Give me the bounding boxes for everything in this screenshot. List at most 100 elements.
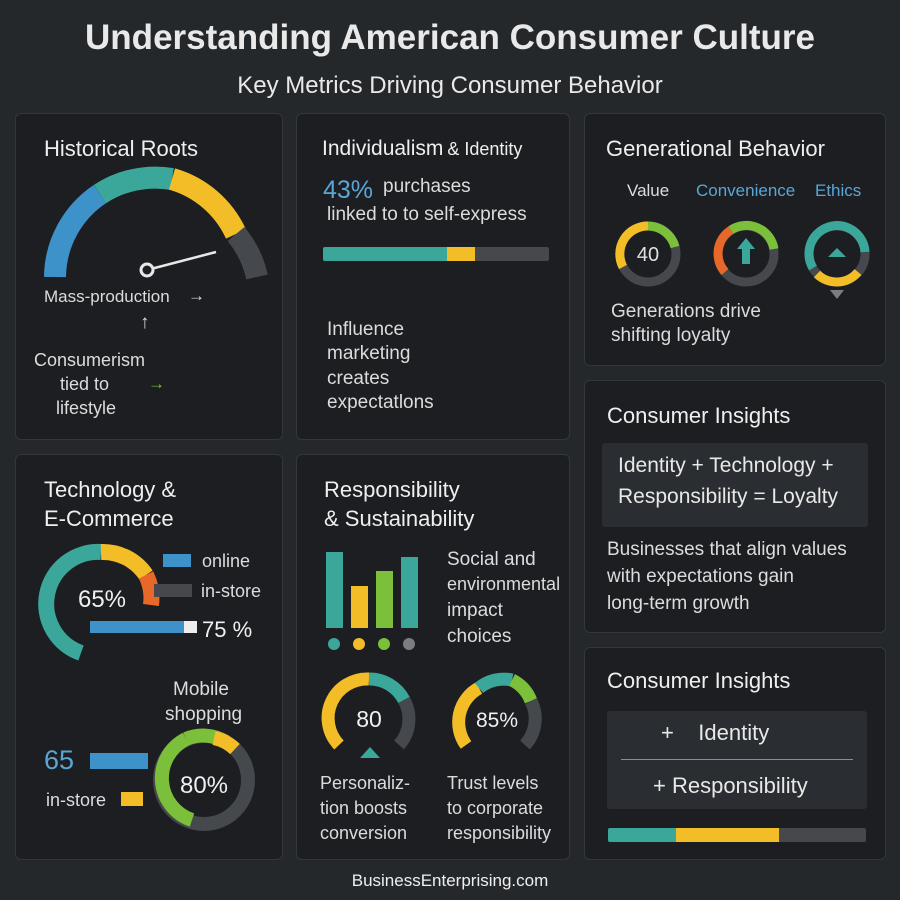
legend-instore-label: in-store	[201, 581, 262, 601]
historical-gauge	[44, 166, 268, 280]
generational-caption-1: Generations drive	[611, 301, 761, 322]
individualism-title-amp: & Identity	[447, 139, 523, 159]
legend-online-label: online	[202, 551, 251, 571]
side-value: 65	[44, 745, 75, 775]
triangle-up-icon	[828, 248, 846, 257]
formula-box: Identity + Technology + Responsibility =…	[602, 443, 868, 527]
consumer-insights-title-1: Consumer Insights	[607, 403, 791, 428]
formula-line-1: Identity + Technology +	[618, 454, 834, 477]
resp-caption-1-line-1: Personaliz-	[320, 773, 411, 793]
individualism-stat: 43%	[323, 176, 374, 204]
tech-gauge-80-text: 80%	[180, 772, 228, 799]
dot-3	[378, 638, 390, 650]
generational-gauges: 40	[615, 220, 870, 299]
value-gauge-text: 40	[637, 244, 659, 266]
consumer-insights-card-2: Consumer Insights + Identity + Responsib…	[584, 647, 886, 860]
green-arrow-icon: →	[148, 374, 165, 393]
lifestyle-label: lifestyle	[56, 398, 117, 418]
resp-caption-2-line-2: to corporate	[447, 798, 544, 818]
side-blue-bar	[90, 753, 148, 769]
insights-body-1: Businesses that align values	[607, 539, 847, 560]
individualism-card: Individualism & Identity 43% purchases li…	[296, 113, 570, 440]
insights-item-identity: + Identity	[661, 720, 770, 745]
footer-credit: BusinessEnterprising.com	[351, 871, 549, 890]
impact-line-2: environmental	[447, 574, 561, 594]
side-instore-label: in-store	[46, 790, 107, 810]
page-subtitle: Key Metrics Driving Consumer Behavior	[237, 72, 663, 99]
bar-2	[351, 586, 368, 628]
consumerism-label: Consumerism	[34, 350, 146, 370]
ethics-label: Ethics	[815, 181, 862, 200]
gauge-pivot	[139, 262, 155, 278]
tech-bar-value: 75 %	[202, 617, 253, 642]
individualism-title: Individualism & Identity	[322, 134, 522, 164]
page-title: Understanding American Consumer Culture	[85, 18, 815, 57]
bar-4	[401, 557, 418, 628]
insights-progress-bar	[608, 828, 866, 842]
influence-line-2: marketing	[327, 343, 411, 364]
up-arrow-icon	[737, 238, 755, 264]
mass-production-label: Mass-production	[44, 287, 170, 306]
arrow-up-icon: ↑	[140, 312, 150, 333]
gauge-arc-blue	[44, 184, 107, 278]
insights-body-3: long-term growth	[607, 593, 750, 614]
influence-line-1: Influence	[327, 319, 405, 340]
insights-list-box: + Identity + Responsibility	[607, 711, 867, 809]
responsibility-card: Responsibility & Sustainability 80 85% S…	[296, 454, 570, 860]
tied-to-label: tied to	[60, 374, 110, 394]
resp-caption-2-line-3: responsibility	[447, 823, 552, 843]
technology-title-2: E-Commerce	[44, 506, 174, 531]
gauge-arc-gray	[227, 226, 268, 280]
value-label: Value	[627, 181, 670, 200]
responsibility-title-2: & Sustainability	[324, 506, 475, 531]
insights-divider	[621, 759, 853, 760]
generational-title: Generational Behavior	[606, 136, 825, 161]
responsibility-graphics: 80 85%	[321, 552, 542, 758]
bar-1	[326, 552, 343, 628]
consumer-insights-title-2: Consumer Insights	[607, 668, 791, 693]
convenience-label: Convenience	[696, 181, 796, 200]
mobile-label-1: Mobile	[173, 679, 229, 700]
impact-line-4: choices	[447, 626, 512, 647]
insights-progress-yellow	[676, 828, 779, 842]
tech-gauge-65-text: 65%	[78, 586, 126, 613]
dot-2	[353, 638, 365, 650]
resp-gauge-80-text: 80	[356, 706, 382, 732]
influence-line-3: creates	[327, 368, 390, 389]
formula-line-2: Responsibility = Loyalty	[618, 485, 839, 508]
resp-gauge-85-text: 85%	[476, 709, 518, 732]
insights-body-2: with expectations gain	[607, 566, 794, 587]
tech-bar-75	[90, 621, 197, 633]
arrow-right-icon: →	[188, 286, 205, 305]
individualism-progress-bar	[323, 247, 549, 261]
impact-line-3: impact	[447, 600, 503, 621]
technology-card: Technology & E-Commerce 65% 80% online i…	[15, 454, 283, 860]
legend-instore-swatch	[154, 584, 192, 597]
consumer-insights-card-1: Consumer Insights Identity + Technology …	[584, 380, 886, 633]
impact-line-1: Social and	[447, 549, 536, 570]
gauge-pointer-icon	[360, 747, 380, 758]
gauge-needle	[146, 250, 217, 272]
individualism-title-main: Individualism	[322, 137, 444, 160]
side-yellow-bar	[121, 792, 143, 806]
dot-1	[328, 638, 340, 650]
generational-card: Generational Behavior Value Convenience …	[584, 113, 886, 366]
dot-4	[403, 638, 415, 650]
responsibility-title-1: Responsibility	[324, 477, 460, 502]
gauge-arc-yellow	[168, 168, 246, 239]
individualism-stat-text-1: purchases	[383, 176, 471, 197]
technology-title-1: Technology &	[44, 477, 177, 502]
insights-item-responsibility: + Responsibility	[653, 773, 808, 798]
bar-3	[376, 571, 393, 628]
insights-progress-teal	[608, 828, 676, 842]
individualism-stat-text-2: linked to to self-express	[327, 204, 527, 225]
mobile-label-2: shopping	[165, 704, 243, 725]
triangle-down-icon	[830, 290, 844, 299]
influence-line-4: expectatlons	[327, 392, 434, 413]
individualism-progress-teal	[323, 247, 447, 261]
technology-gauges: 65% 80%	[38, 543, 255, 831]
gauge-arc-teal	[93, 166, 174, 204]
resp-caption-1-line-2: tion boosts	[320, 798, 408, 818]
generational-caption-2: shifting loyalty	[611, 325, 731, 346]
historical-roots-title: Historical Roots	[44, 136, 199, 161]
